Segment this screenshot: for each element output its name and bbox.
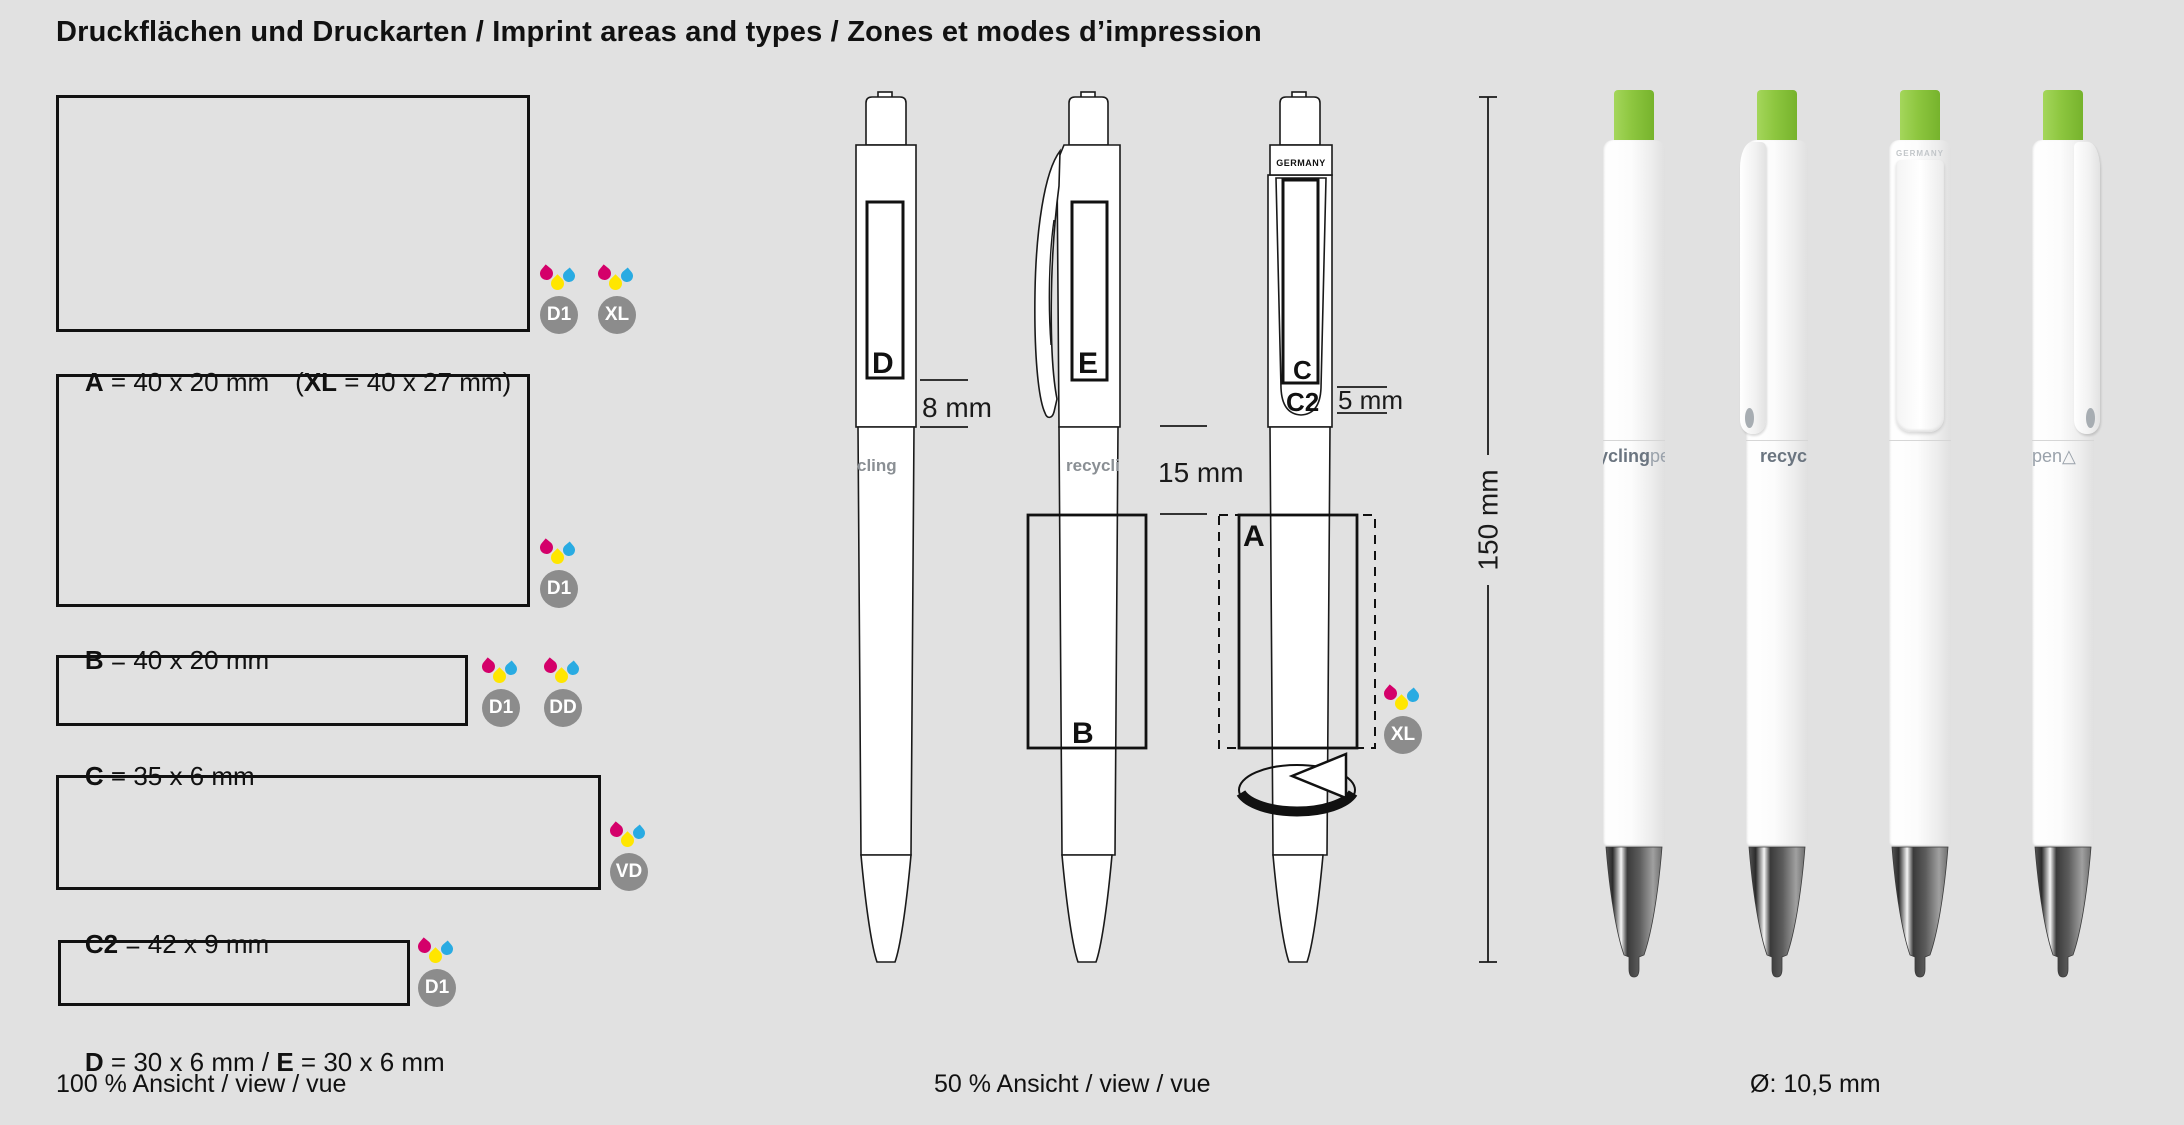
pen-pusher-green bbox=[1614, 90, 1654, 144]
imprint-window-d bbox=[865, 200, 905, 380]
pen-pusher-green bbox=[1757, 90, 1797, 144]
imprint-area-box-de bbox=[58, 940, 410, 1006]
barrel-logo-text: recycli bbox=[1066, 456, 1120, 475]
origin-label: GERMANY bbox=[1896, 149, 1944, 158]
imprint-area-label-a: A = 40 x 20 mm (XL = 40 x 27 mm) bbox=[84, 367, 512, 397]
pen-tip-cone bbox=[860, 854, 912, 963]
zone-label-b: B bbox=[1072, 717, 1094, 750]
imprint-area-box-c2 bbox=[56, 775, 601, 890]
pen-seam bbox=[1746, 440, 1808, 441]
pen-clip-notch bbox=[2086, 408, 2095, 428]
zone-label-c2: C2 bbox=[1286, 387, 1319, 417]
pen-brand-text: yclingpe bbox=[1603, 446, 1665, 466]
imprint-area-label-c: C = 35 x 6 mm bbox=[84, 761, 255, 791]
pen-body: yclingpe bbox=[1603, 140, 1665, 845]
pen-seam bbox=[1603, 440, 1665, 441]
print-type-icon-xl: XL bbox=[1381, 684, 1425, 754]
pen-metal-tip bbox=[2034, 846, 2092, 978]
photo-pen-side-left: recycl bbox=[1740, 90, 1808, 1005]
print-type-badge: D1 bbox=[482, 689, 520, 727]
print-type-badge: XL bbox=[1384, 716, 1422, 754]
dim-150mm-label: 150 mm bbox=[1473, 469, 1504, 570]
print-type-icon-d1: D1 bbox=[415, 937, 459, 1007]
imprint-window-c bbox=[1281, 178, 1320, 385]
zone-label-e: E bbox=[1078, 347, 1098, 380]
print-type-badge: D1 bbox=[418, 969, 456, 1007]
print-type-badge: D1 bbox=[540, 296, 578, 334]
print-type-icon-d1: D1 bbox=[479, 657, 523, 727]
imprint-area-box-c bbox=[56, 655, 468, 726]
print-type-badge: DD bbox=[544, 689, 582, 727]
pen-pusher-green bbox=[2043, 90, 2083, 144]
print-type-badge: D1 bbox=[540, 570, 578, 608]
view-scale-label-50: 50 % Ansicht / view / vue bbox=[934, 1070, 1211, 1098]
pen-plunger bbox=[865, 96, 907, 146]
line-pen-back: GERMANY C C2 5 mm A bbox=[1218, 91, 1403, 963]
print-type-icon-xl: XL bbox=[595, 264, 639, 334]
view-scale-label-100: 100 % Ansicht / view / vue bbox=[56, 1070, 347, 1098]
line-pen-front: D cling 8 mm bbox=[855, 91, 992, 963]
photo-pen-back: GERMANY bbox=[1889, 90, 1951, 1005]
diameter-label: Ø: 10,5 mm bbox=[1750, 1070, 1881, 1098]
pen-clip bbox=[2074, 142, 2100, 434]
pen-lower-barrel bbox=[1269, 426, 1331, 856]
pen-plunger bbox=[1068, 96, 1109, 146]
imprint-area-box-a bbox=[56, 95, 530, 332]
imprint-area-label-c2: C2 = 42 x 9 mm bbox=[84, 929, 270, 959]
print-type-badge: VD bbox=[610, 853, 648, 891]
zone-label-c: C bbox=[1293, 355, 1312, 385]
dim-8mm-label: 8 mm bbox=[922, 392, 992, 423]
rotation-band bbox=[1236, 790, 1358, 817]
print-type-icon-dd: DD bbox=[541, 657, 585, 727]
origin-band bbox=[1269, 144, 1333, 176]
pen-metal-tip bbox=[1891, 846, 1949, 978]
barrel-logo-text: cling bbox=[857, 456, 897, 475]
imprint-area-box-b bbox=[56, 374, 530, 607]
pen-brand-text: recycl bbox=[1760, 446, 1808, 466]
imprint-frame-b bbox=[1026, 513, 1148, 750]
print-type-badge: XL bbox=[598, 296, 636, 334]
pen-plunger bbox=[1279, 96, 1321, 146]
print-type-icon-d1: D1 bbox=[537, 264, 581, 334]
zone-label-a: A bbox=[1243, 520, 1265, 553]
page-title: Druckflächen und Druckarten / Imprint ar… bbox=[56, 16, 1262, 48]
pen-tip-cone bbox=[1061, 854, 1113, 963]
pen-tip-cone bbox=[1272, 854, 1324, 963]
dim-5mm-label: 5 mm bbox=[1338, 385, 1403, 415]
pen-clip-notch bbox=[1745, 408, 1754, 428]
pen-technical-diagram: D cling 8 mm E recycli B 15 mm bbox=[855, 91, 1504, 963]
pen-lower-barrel bbox=[857, 426, 915, 856]
photo-pen-front: yclingpe bbox=[1603, 90, 1665, 1005]
line-pen-side: E recycli B 15 mm bbox=[1026, 91, 1244, 963]
imprint-area-label-de: D = 30 x 6 mm / E = 30 x 6 mm bbox=[84, 1047, 445, 1077]
print-type-icon-d1: D1 bbox=[537, 538, 581, 608]
pen-clip bbox=[1034, 148, 1061, 419]
pen-clip-slot bbox=[1048, 219, 1055, 346]
imprint-window-e bbox=[1070, 200, 1109, 382]
zone-label-d: D bbox=[872, 347, 894, 380]
recycle-triangle-icon: △ bbox=[2062, 446, 2076, 466]
imprint-frame-a bbox=[1237, 513, 1359, 750]
dim-15mm-label: 15 mm bbox=[1158, 457, 1244, 488]
print-type-icon-vd: VD bbox=[607, 821, 651, 891]
pen-metal-tip bbox=[1605, 846, 1663, 978]
pen-seam bbox=[1889, 440, 1951, 441]
pen-seam bbox=[2032, 440, 2094, 441]
pen-pusher-green bbox=[1900, 90, 1940, 144]
photo-pen-side-right: pen△ bbox=[2032, 90, 2100, 1005]
imprint-area-label-b: B = 40 x 20 mm bbox=[84, 645, 270, 675]
pen-clip bbox=[1896, 160, 1944, 432]
dim-150mm: 150 mm bbox=[1473, 96, 1504, 963]
origin-label: GERMANY bbox=[1276, 158, 1326, 168]
pen-brand-text: pen△ bbox=[2032, 446, 2076, 466]
rotation-arrow-icon bbox=[1288, 752, 1348, 800]
pen-clip bbox=[1740, 142, 1766, 434]
pen-lower-barrel bbox=[1058, 426, 1119, 856]
pen-metal-tip bbox=[1748, 846, 1806, 978]
